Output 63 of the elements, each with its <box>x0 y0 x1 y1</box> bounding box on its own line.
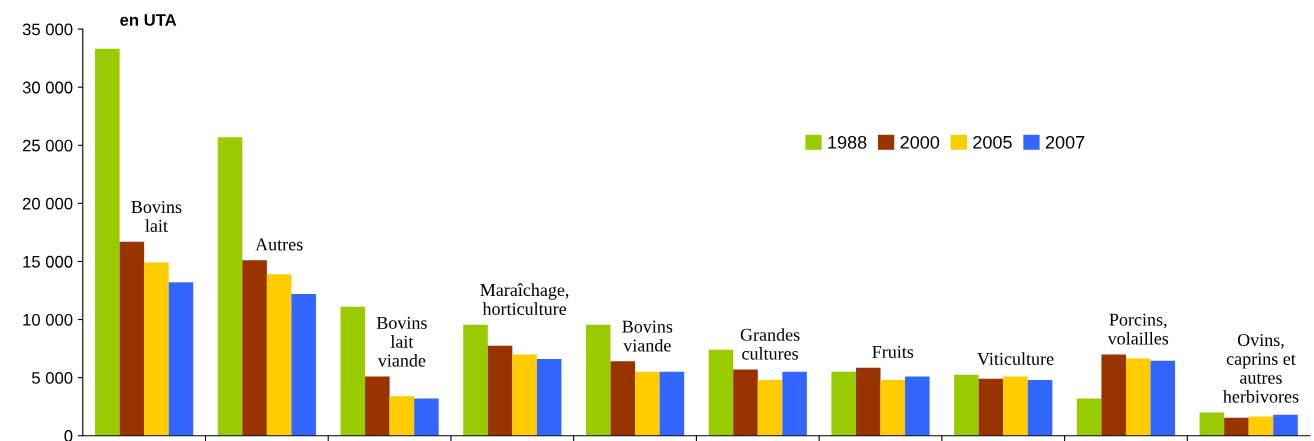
bar <box>659 371 685 436</box>
bar <box>119 241 145 436</box>
legend-label: 2000 <box>900 135 940 149</box>
bar <box>905 376 930 436</box>
y-tick-label: 30 000 <box>22 81 73 94</box>
bar <box>365 376 390 436</box>
bar <box>1027 379 1053 436</box>
bar <box>266 274 292 436</box>
bar <box>954 374 979 436</box>
y-tick-label: 25 000 <box>22 139 73 152</box>
bar <box>1101 354 1126 436</box>
x-tick-label: Maraîchage, horticulture <box>480 283 569 315</box>
y-tick-label: 0 <box>64 430 73 441</box>
bar <box>610 361 636 436</box>
legend-label: 2007 <box>1045 135 1085 149</box>
x-tick-label: Grandes cultures <box>740 328 800 360</box>
legend-label: 1988 <box>828 135 867 149</box>
bar <box>414 398 439 436</box>
bar <box>1273 414 1298 436</box>
bar <box>95 48 120 436</box>
x-tick-label: Porcins, volailles <box>1107 313 1169 345</box>
bar <box>242 260 267 436</box>
bar <box>463 324 488 436</box>
x-tick-label: Bovins viande <box>622 320 673 352</box>
bar <box>708 349 734 436</box>
bar <box>168 282 194 436</box>
y-tick-label: 5 000 <box>32 372 73 384</box>
bar <box>1199 412 1225 436</box>
legend-label: 2005 <box>973 135 1012 149</box>
x-tick-label: Bovins lait viande <box>376 316 427 367</box>
bar <box>1248 416 1274 436</box>
y-tick-label: 15 000 <box>23 255 73 268</box>
x-tick-label: Ovins, caprins et autres herbivores <box>1223 333 1299 403</box>
bar <box>1125 358 1151 436</box>
bar <box>855 367 881 436</box>
x-tick-label: Autres <box>255 238 303 251</box>
y-tick-label: 35 000 <box>22 23 73 36</box>
bar <box>291 293 316 436</box>
bar <box>757 379 783 436</box>
bar <box>635 371 660 436</box>
bar <box>512 354 537 436</box>
bar <box>1076 398 1102 436</box>
bar <box>389 396 415 436</box>
bar <box>585 324 611 436</box>
bar <box>144 262 169 436</box>
y-tick-label: 10 000 <box>23 313 73 326</box>
bar <box>978 378 1004 436</box>
x-tick-label: Fruits <box>872 345 914 358</box>
x-tick-label: Bovins lait <box>131 200 182 232</box>
bar <box>487 345 513 436</box>
x-tick-label: Viticulture <box>977 352 1054 366</box>
bar <box>880 379 906 436</box>
bar <box>217 137 243 436</box>
bar <box>340 306 366 436</box>
bar <box>733 369 758 436</box>
y-tick-label: 20 000 <box>22 197 73 210</box>
bar <box>1224 417 1249 436</box>
bar <box>1003 376 1028 436</box>
bar <box>1150 360 1176 436</box>
y-axis-title: en UTA <box>120 14 177 26</box>
bar <box>782 371 807 436</box>
bar <box>831 371 856 436</box>
bar <box>536 359 562 436</box>
